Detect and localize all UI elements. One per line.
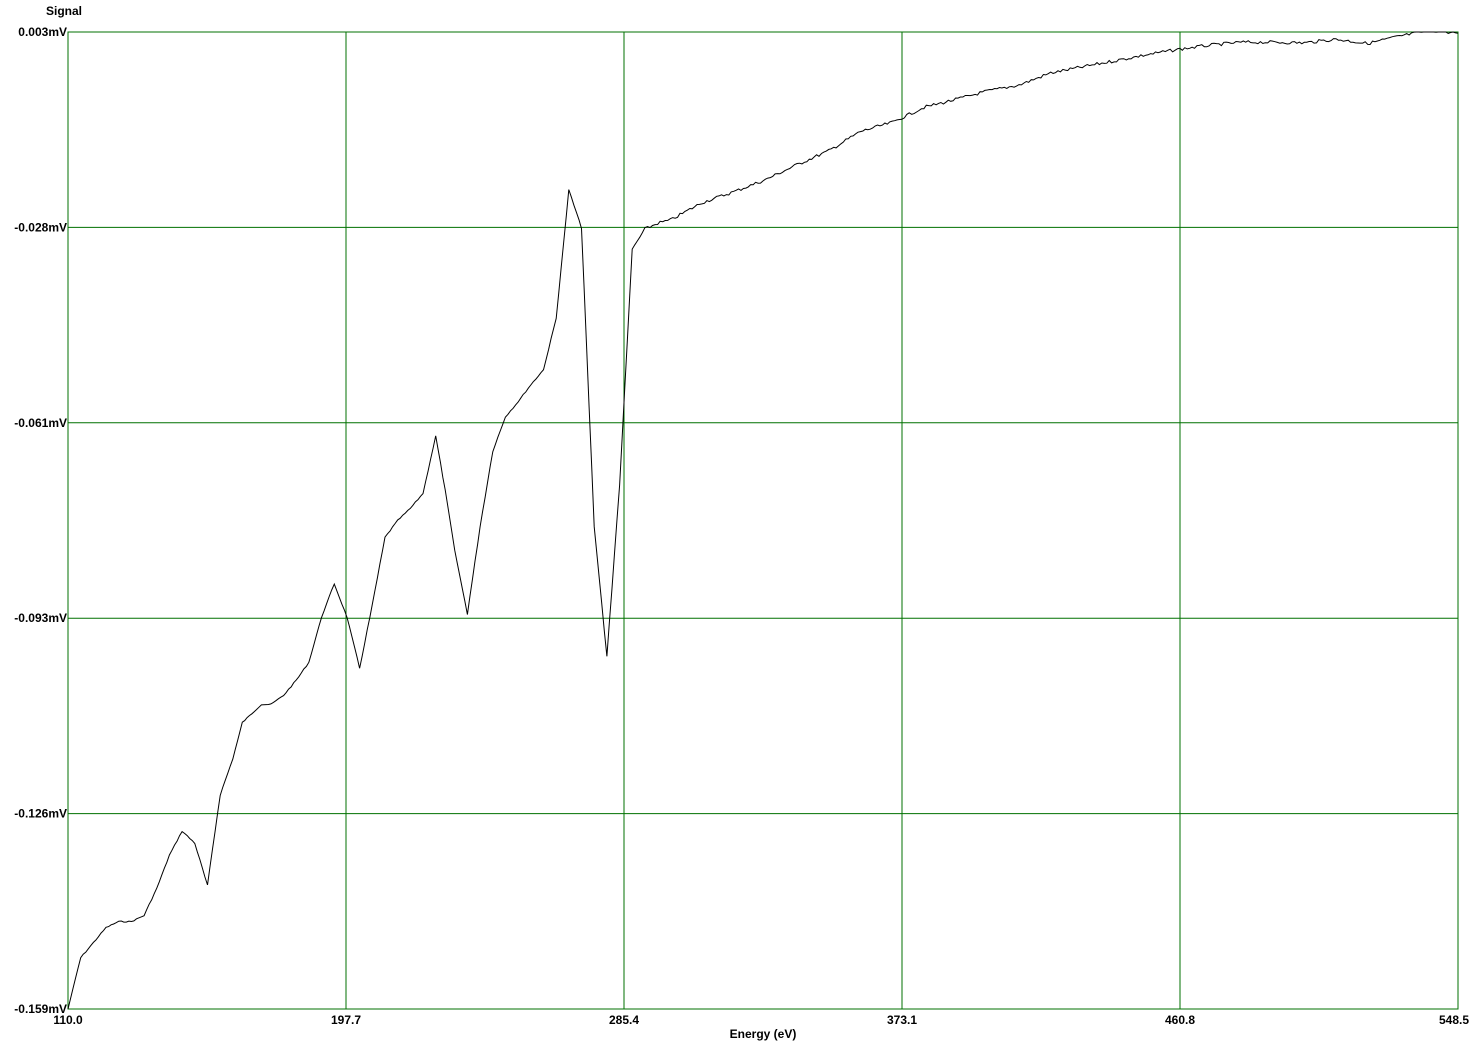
y-tick-label: -0.159mV	[14, 1002, 67, 1016]
y-tick-label: -0.061mV	[14, 416, 67, 430]
y-tick-label: -0.126mV	[14, 807, 67, 821]
y-tick-label: 0.003mV	[18, 25, 67, 39]
x-tick-label: 373.1	[887, 1013, 917, 1027]
gridlines	[68, 32, 1458, 1009]
x-tick-label: 285.4	[609, 1013, 639, 1027]
x-axis-title: Energy (eV)	[730, 1027, 797, 1041]
x-tick-label: 548.5	[1439, 1013, 1469, 1027]
y-tick-label: -0.093mV	[14, 611, 67, 625]
x-tick-label: 197.7	[331, 1013, 361, 1027]
x-tick-label: 460.8	[1165, 1013, 1195, 1027]
y-axis-title: Signal	[46, 4, 82, 18]
x-tick-label: 110.0	[53, 1013, 83, 1027]
y-tick-labels: 0.003mV -0.028mV -0.061mV -0.093mV -0.126mV -…	[14, 25, 67, 1016]
x-tick-labels: 110.0 197.7 285.4 373.1 460.8 548.5	[53, 1013, 1469, 1027]
y-tick-label: -0.028mV	[14, 220, 67, 234]
signal-line	[67, 31, 1459, 1010]
plot-frame	[67, 31, 1459, 1010]
